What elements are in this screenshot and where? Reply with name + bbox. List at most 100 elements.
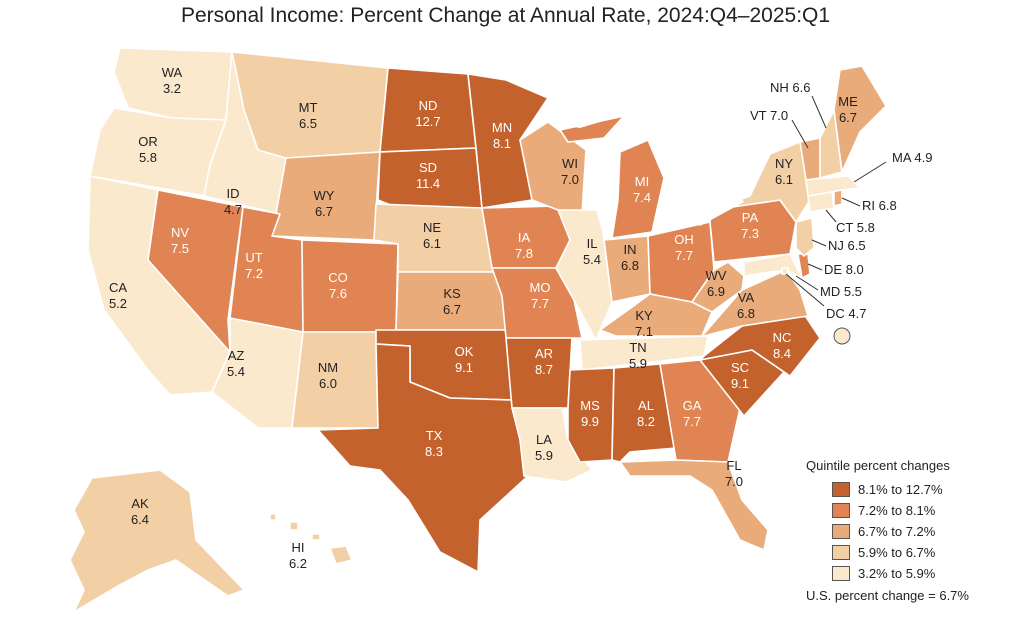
state-abbr: ME: [838, 94, 858, 109]
legend-title: Quintile percent changes: [806, 458, 950, 473]
state-value: 5.4: [583, 252, 601, 267]
label-DE: DE 8.0: [824, 262, 864, 277]
state-abbr: MN: [492, 120, 512, 135]
state-abbr: OK: [455, 344, 474, 359]
state-label-AL: AL 8.2: [637, 398, 655, 429]
state-AK: [69, 469, 245, 613]
state-abbr: HI: [292, 540, 305, 555]
state-abbr: MO: [530, 280, 551, 295]
state-abbr: IN: [624, 242, 637, 257]
state-label-OH: OH 7.7: [674, 232, 694, 263]
legend: Quintile percent changes 8.1% to 12.7% 7…: [806, 458, 1006, 603]
label-CT: CT 5.8: [836, 220, 875, 235]
state-label-ND: ND 12.7: [415, 98, 440, 129]
state-value: 6.2: [289, 556, 307, 571]
state-abbr: WY: [314, 188, 335, 203]
state-abbr: NY: [775, 156, 793, 171]
state-value: 7.7: [675, 248, 693, 263]
state-label-WI: WI 7.0: [561, 156, 579, 187]
state-label-CO: CO 7.6: [328, 270, 348, 301]
leader-CT: [825, 209, 837, 223]
state-ME: [833, 65, 887, 173]
us-percent-change-note: U.S. percent change = 6.7%: [806, 588, 969, 603]
state-DC: [781, 267, 789, 275]
state-label-NV: NV 7.5: [171, 225, 189, 256]
lake-michigan: [596, 146, 612, 238]
state-value: 7.6: [329, 286, 347, 301]
state-value: 6.7: [443, 302, 461, 317]
lake-erie: [690, 196, 744, 226]
state-label-NM: NM 6.0: [318, 360, 338, 391]
state-LA: [511, 407, 593, 483]
legend-item: 7.2% to 8.1%: [806, 500, 1006, 521]
state-label-WY: WY 6.7: [314, 188, 335, 219]
leader-DC: [785, 273, 825, 307]
state-value: 7.5: [171, 241, 189, 256]
state-abbr: ID: [227, 186, 240, 201]
state-abbr: OH: [674, 232, 694, 247]
legend-swatch: [832, 482, 850, 497]
leader-DE: [807, 263, 823, 271]
dc-inset-circle: [833, 327, 851, 345]
state-label-FL: FL 7.0: [725, 458, 743, 489]
state-value: 5.8: [139, 150, 157, 165]
legend-item: 3.2% to 5.9%: [806, 563, 1006, 584]
state-abbr: CA: [109, 280, 127, 295]
legend-label: 8.1% to 12.7%: [858, 482, 943, 497]
legend-item: 6.7% to 7.2%: [806, 521, 1006, 542]
state-label-SD: SD 11.4: [416, 160, 440, 191]
state-abbr: KY: [635, 308, 653, 323]
state-abbr: NC: [773, 330, 792, 345]
legend-label: 7.2% to 8.1%: [858, 503, 936, 518]
state-label-NC: NC 8.4: [773, 330, 792, 361]
state-abbr: VA: [738, 290, 755, 305]
label-MA: MA 4.9: [892, 150, 933, 165]
map-title: Personal Income: Percent Change at Annua…: [180, 4, 831, 27]
state-value: 6.1: [775, 172, 793, 187]
leader-MA: [853, 161, 887, 183]
state-KS: [395, 271, 507, 331]
state-abbr: ND: [419, 98, 438, 113]
state-label-OR: OR 5.8: [138, 134, 158, 165]
state-value: 7.8: [515, 246, 533, 261]
state-value: 5.2: [109, 296, 127, 311]
state-value: 6.8: [737, 306, 755, 321]
state-value: 7.7: [683, 414, 701, 429]
legend-label: 5.9% to 6.7%: [858, 545, 936, 560]
state-value: 6.7: [839, 110, 857, 125]
state-label-MO: MO 7.7: [530, 280, 551, 311]
state-value: 7.1: [635, 324, 653, 339]
state-abbr: SC: [731, 360, 749, 375]
state-abbr: MS: [580, 398, 600, 413]
state-abbr: TN: [629, 340, 646, 355]
state-abbr: IA: [518, 230, 531, 245]
state-CO: [301, 239, 399, 333]
state-label-HI: HI 6.2: [289, 540, 307, 571]
state-label-IN: IN 6.8: [621, 242, 639, 273]
state-label-OK: OK 9.1: [455, 344, 474, 375]
state-label-AR: AR 8.7: [535, 346, 553, 377]
state-abbr: SD: [419, 160, 437, 175]
state-label-KS: KS 6.7: [443, 286, 461, 317]
state-abbr: NM: [318, 360, 338, 375]
state-abbr: NE: [423, 220, 441, 235]
state-abbr: KS: [443, 286, 461, 301]
state-value: 8.1: [493, 136, 511, 151]
state-MA: [805, 175, 861, 197]
state-label-NY: NY 6.1: [775, 156, 793, 187]
state-label-PA: PA 7.3: [741, 210, 759, 241]
state-VA: [701, 269, 809, 337]
state-TX: [317, 343, 529, 573]
state-label-UT: UT 7.2: [245, 250, 263, 281]
state-value: 8.7: [535, 362, 553, 377]
state-value: 6.1: [423, 236, 441, 251]
state-label-ME: ME 6.7: [838, 94, 858, 125]
label-RI: RI 6.8: [862, 198, 897, 213]
legend-label: 6.7% to 7.2%: [858, 524, 936, 539]
state-label-SC: SC 9.1: [731, 360, 749, 391]
label-VT: VT 7.0: [750, 108, 788, 123]
state-label-LA: LA 5.9: [535, 432, 553, 463]
state-abbr: GA: [683, 398, 702, 413]
state-value: 4.7: [224, 202, 242, 217]
state-label-TX: TX 8.3: [425, 428, 443, 459]
